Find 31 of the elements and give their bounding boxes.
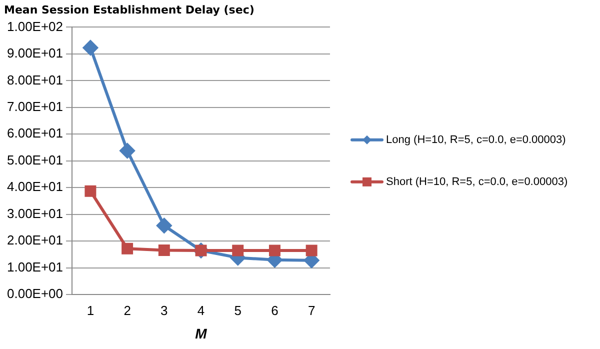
- y-tick-label: 5.00E+01: [6, 152, 64, 168]
- x-tick-label: 4: [197, 302, 205, 318]
- y-tick-label: 6.00E+01: [6, 126, 64, 141]
- y-tick-label: 4.00E+01: [6, 179, 64, 194]
- y-tick-label: 3.00E+01: [6, 206, 64, 221]
- point: [306, 244, 318, 256]
- x-tick-label: 2: [124, 302, 131, 318]
- point: [268, 244, 280, 256]
- y-tick-label: 9.00E+01: [6, 46, 64, 61]
- x-tick-label: 6: [271, 302, 278, 318]
- y-tick-label: 7.00E+01: [6, 99, 64, 114]
- y-tick-label: 1.00E+01: [6, 259, 64, 274]
- chart-title: Mean Session Establishment Delay (sec): [4, 3, 254, 16]
- legend-label: Short (H=10, R=5, c=0.0, e=0.00003): [386, 176, 568, 188]
- y-tick-label: 8.00E+01: [6, 72, 64, 88]
- point: [82, 40, 98, 56]
- point: [122, 242, 134, 254]
- y-tick-label: 0.00E+00: [6, 286, 64, 302]
- legend-label: Long (H=10, R=5, c=0.0, e=0.00003): [386, 134, 566, 146]
- x-tick-label: 5: [234, 302, 242, 318]
- point: [84, 185, 96, 197]
- point: [232, 244, 244, 256]
- y-tick-label: 1.00E+02: [6, 18, 64, 34]
- x-tick-label: 7: [308, 302, 316, 318]
- x-axis-title: M: [195, 325, 208, 342]
- point: [156, 218, 172, 234]
- x-tick-label: 3: [160, 302, 168, 318]
- y-tick-label: 2.00E+01: [6, 232, 64, 248]
- point: [120, 143, 135, 158]
- x-tick-label: 1: [86, 302, 94, 318]
- point: [158, 244, 170, 256]
